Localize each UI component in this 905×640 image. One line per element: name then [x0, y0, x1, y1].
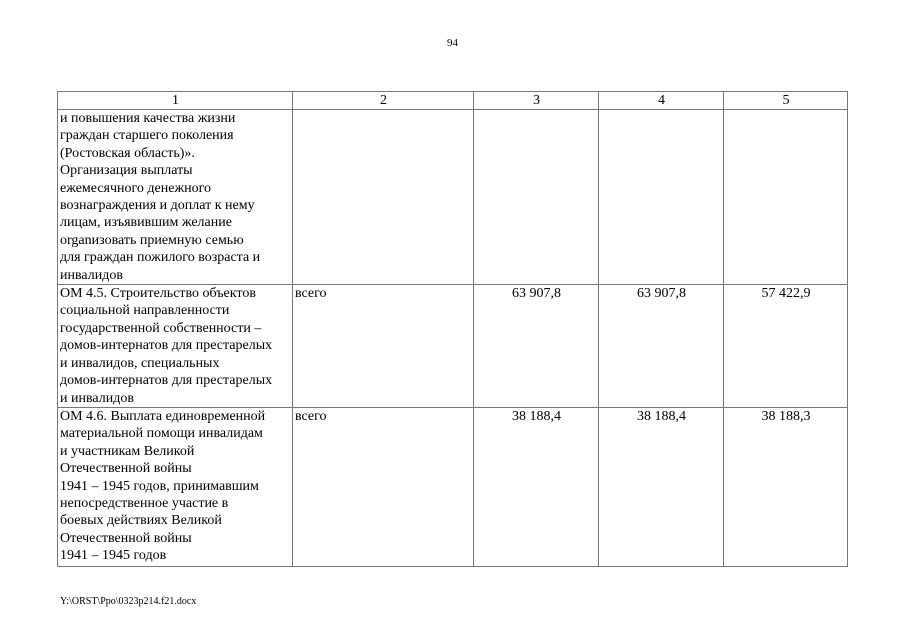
column-header: 4 — [598, 91, 724, 110]
row-value-5 — [723, 108, 848, 286]
budget-table: 1 2 3 4 5 и повышения качества жизни гра… — [57, 91, 848, 567]
row-description: и повышения качества жизни граждан старш… — [57, 108, 293, 286]
row-value-3: 63 907,8 — [473, 284, 599, 408]
page-number: 94 — [447, 37, 458, 49]
row-source: всего — [292, 406, 474, 567]
row-value-5: 38 188,3 — [723, 406, 848, 567]
column-header: 1 — [57, 91, 293, 110]
file-path-footer: Y:\ORST\Ppo\0323p214.f21.docx — [60, 596, 197, 607]
row-value-4: 63 907,8 — [598, 284, 724, 408]
row-value-4: 38 188,4 — [598, 406, 724, 567]
column-header: 2 — [292, 91, 474, 110]
row-value-3 — [473, 108, 599, 286]
table-header-row: 1 2 3 4 5 — [57, 91, 848, 110]
row-value-4 — [598, 108, 724, 286]
column-header: 5 — [723, 91, 848, 110]
table-row: ОМ 4.6. Выплата единовременной материаль… — [57, 406, 848, 567]
row-value-3: 38 188,4 — [473, 406, 599, 567]
row-source — [292, 108, 474, 286]
row-value-5: 57 422,9 — [723, 284, 848, 408]
column-header: 3 — [473, 91, 599, 110]
table-row: ОМ 4.5. Строительство объектов социально… — [57, 284, 848, 408]
row-description: ОМ 4.6. Выплата единовременной материаль… — [57, 406, 293, 567]
row-description: ОМ 4.5. Строительство объектов социально… — [57, 284, 293, 408]
table-row: и повышения качества жизни граждан старш… — [57, 108, 848, 286]
row-source: всего — [292, 284, 474, 408]
